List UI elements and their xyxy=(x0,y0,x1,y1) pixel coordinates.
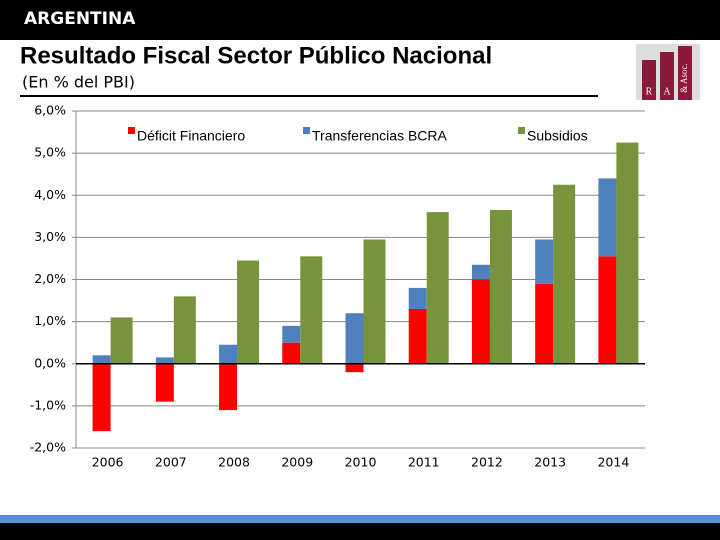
bar xyxy=(219,363,238,411)
y-tick-label: -1,0% xyxy=(30,397,66,412)
y-tick-label: 6,0% xyxy=(34,103,66,118)
x-tick-label: 2009 xyxy=(281,455,313,470)
y-tick-label: 5,0% xyxy=(34,145,66,160)
bar xyxy=(219,344,238,364)
bar xyxy=(535,283,554,364)
y-tick-label: 3,0% xyxy=(34,229,66,244)
x-tick-label: 2007 xyxy=(155,455,187,470)
bar xyxy=(300,256,323,364)
y-tick-label: 4,0% xyxy=(34,187,66,202)
legend-label: Déficit Financiero xyxy=(137,128,245,144)
y-tick-label: 2,0% xyxy=(34,271,66,286)
bar xyxy=(535,239,554,284)
logo: R A & Asoc. xyxy=(636,44,700,100)
bar xyxy=(237,260,260,364)
chart-subtitle: (En % del PBI) xyxy=(22,73,135,92)
logo-text: R xyxy=(646,86,653,97)
bar xyxy=(471,264,490,280)
bar xyxy=(553,184,576,364)
logo-text: & Asoc. xyxy=(679,63,689,93)
legend-label: Subsidios xyxy=(527,128,588,144)
plot: -2,0% -1,0% 0,0% 1,0% 2,0% 3,0% 4,0% 5,0% 6,0% 20… xyxy=(30,103,645,470)
legend-swatch xyxy=(303,127,310,134)
bar xyxy=(92,355,111,364)
chart-title: Resultado Fiscal Sector Público Nacional xyxy=(20,42,492,69)
x-tick-label: 2012 xyxy=(471,455,503,470)
x-tick-label: 2014 xyxy=(597,455,629,470)
bar xyxy=(598,178,617,257)
legend-swatch xyxy=(128,127,135,134)
x-tick-label: 2006 xyxy=(92,455,124,470)
bar xyxy=(155,357,174,364)
legend-label: Transferencias BCRA xyxy=(312,128,448,144)
x-tick-label: 2011 xyxy=(408,455,440,470)
x-tick-label: 2010 xyxy=(345,455,377,470)
header-bar xyxy=(0,0,720,40)
x-tick-label: 2008 xyxy=(218,455,250,470)
logo-block xyxy=(678,46,692,100)
y-tick-label: 0,0% xyxy=(34,355,66,370)
logo-block xyxy=(642,60,656,100)
bar xyxy=(616,142,639,364)
bar xyxy=(282,342,301,364)
logo-block xyxy=(660,52,674,100)
bar xyxy=(408,287,427,309)
bar xyxy=(408,308,427,364)
bar xyxy=(345,363,364,373)
bar xyxy=(426,212,449,364)
bar xyxy=(92,363,111,432)
y-tick-label: -2,0% xyxy=(30,440,66,455)
header: ARGENTINA xyxy=(24,9,136,29)
bar xyxy=(471,279,490,364)
footer-bar xyxy=(0,523,720,540)
x-tick-label: 2013 xyxy=(534,455,566,470)
logo-text: A xyxy=(663,86,671,97)
bar xyxy=(489,209,512,364)
bar xyxy=(155,363,174,402)
bar xyxy=(363,239,386,364)
legend-swatch xyxy=(518,127,525,134)
y-tick-label: 1,0% xyxy=(34,313,66,328)
bar xyxy=(282,325,301,343)
bar xyxy=(110,317,133,364)
bar xyxy=(598,256,617,364)
footer-band xyxy=(0,515,720,523)
bar xyxy=(173,296,196,364)
bar xyxy=(345,313,364,364)
